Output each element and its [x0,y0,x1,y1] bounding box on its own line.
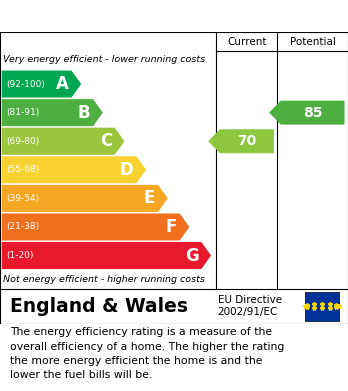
Bar [304,292,339,321]
Text: (1-20): (1-20) [6,251,33,260]
Text: Energy Efficiency Rating: Energy Efficiency Rating [9,9,230,23]
Text: Current: Current [227,37,267,47]
Polygon shape [2,70,81,98]
Text: D: D [120,161,134,179]
Text: (69-80): (69-80) [6,137,39,146]
Text: A: A [56,75,69,93]
Polygon shape [2,185,168,212]
Polygon shape [2,213,189,240]
Polygon shape [2,156,146,183]
Polygon shape [2,99,103,126]
Text: Not energy efficient - higher running costs: Not energy efficient - higher running co… [3,275,205,284]
Text: (92-100): (92-100) [6,79,45,88]
Polygon shape [2,128,125,155]
Text: B: B [78,104,90,122]
Text: England & Wales: England & Wales [10,297,188,316]
Text: EU Directive
2002/91/EC: EU Directive 2002/91/EC [218,295,282,317]
Text: (55-68): (55-68) [6,165,39,174]
Text: The energy efficiency rating is a measure of the
overall efficiency of a home. T: The energy efficiency rating is a measur… [10,327,285,380]
Polygon shape [2,242,211,269]
Polygon shape [269,100,345,125]
Polygon shape [208,129,274,153]
Text: 85: 85 [303,106,323,120]
Text: G: G [185,247,198,265]
Text: Very energy efficient - lower running costs: Very energy efficient - lower running co… [3,56,206,65]
Text: (81-91): (81-91) [6,108,39,117]
Text: Potential: Potential [290,37,335,47]
Text: (21-38): (21-38) [6,222,39,231]
Text: (39-54): (39-54) [6,194,39,203]
Text: 70: 70 [237,134,256,148]
Text: C: C [100,132,112,150]
Text: F: F [166,218,177,236]
Text: E: E [144,189,155,207]
